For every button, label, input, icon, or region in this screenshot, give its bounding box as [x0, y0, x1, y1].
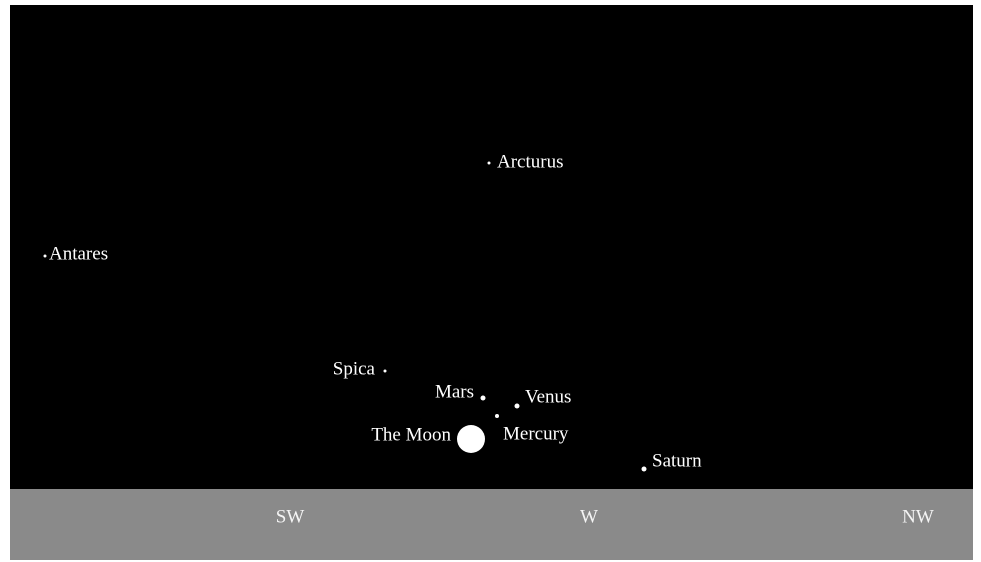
direction-label: SW: [276, 506, 305, 527]
object-label: Mercury: [503, 423, 569, 444]
planet-dot: [480, 395, 486, 401]
object-label: Mars: [435, 381, 474, 402]
planet-dot: [641, 466, 647, 472]
object-label: Venus: [525, 386, 571, 407]
planet-dot: [514, 403, 520, 409]
object-label: Antares: [49, 243, 108, 264]
direction-label: W: [580, 506, 598, 527]
star-dot: [383, 369, 387, 373]
object-label: Arcturus: [497, 151, 563, 172]
moon: [457, 425, 485, 453]
horizon-ground: [10, 489, 973, 560]
night-sky: [10, 5, 973, 489]
star-dot: [43, 254, 47, 258]
planet-dot: [495, 414, 499, 418]
direction-label: NW: [902, 506, 934, 527]
object-label: Saturn: [652, 450, 702, 471]
object-label: Spica: [333, 358, 376, 379]
object-label: The Moon: [371, 424, 451, 445]
star-dot: [487, 161, 491, 165]
